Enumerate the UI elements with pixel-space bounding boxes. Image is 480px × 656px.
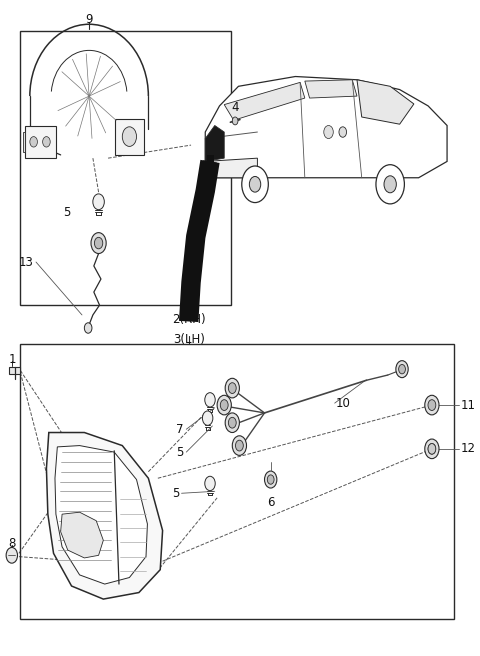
Circle shape xyxy=(339,127,347,137)
Circle shape xyxy=(428,443,436,454)
Circle shape xyxy=(425,439,439,459)
Text: 10: 10 xyxy=(336,397,350,409)
Circle shape xyxy=(428,443,436,454)
Circle shape xyxy=(95,237,103,249)
Bar xyxy=(20,344,454,619)
Circle shape xyxy=(217,396,231,415)
Polygon shape xyxy=(55,445,147,584)
Circle shape xyxy=(267,475,274,484)
Bar xyxy=(115,119,144,155)
Circle shape xyxy=(6,548,17,563)
Circle shape xyxy=(93,194,104,210)
Text: 13: 13 xyxy=(19,256,34,268)
Text: 8: 8 xyxy=(8,537,15,550)
Circle shape xyxy=(398,365,406,374)
Text: 1: 1 xyxy=(9,353,16,366)
Circle shape xyxy=(242,166,268,203)
Circle shape xyxy=(91,233,106,253)
Circle shape xyxy=(232,117,238,125)
Circle shape xyxy=(122,127,136,146)
Circle shape xyxy=(84,323,92,333)
Text: 11: 11 xyxy=(460,399,475,411)
Text: 6: 6 xyxy=(267,496,275,509)
Text: 5: 5 xyxy=(177,445,184,459)
Polygon shape xyxy=(205,158,257,178)
Text: 12: 12 xyxy=(460,442,475,455)
Circle shape xyxy=(249,176,261,192)
Text: 5: 5 xyxy=(172,487,179,500)
Text: 3(LH): 3(LH) xyxy=(173,333,204,346)
Bar xyxy=(9,367,20,374)
Bar xyxy=(23,132,25,152)
Circle shape xyxy=(30,136,37,147)
Text: 5: 5 xyxy=(63,206,70,219)
Circle shape xyxy=(205,476,215,491)
Polygon shape xyxy=(205,77,447,178)
Circle shape xyxy=(220,400,228,411)
Circle shape xyxy=(264,471,277,488)
Polygon shape xyxy=(357,80,414,124)
Circle shape xyxy=(203,411,213,425)
Circle shape xyxy=(376,165,404,204)
Circle shape xyxy=(396,361,408,378)
Circle shape xyxy=(232,436,247,455)
Text: 9: 9 xyxy=(85,13,93,26)
Circle shape xyxy=(225,379,240,398)
Circle shape xyxy=(428,400,436,411)
Circle shape xyxy=(225,413,240,432)
Polygon shape xyxy=(305,80,357,98)
Circle shape xyxy=(43,136,50,147)
Bar xyxy=(20,31,231,305)
Polygon shape xyxy=(47,432,163,599)
Circle shape xyxy=(228,417,236,428)
Circle shape xyxy=(228,382,236,394)
Polygon shape xyxy=(60,512,103,558)
Bar xyxy=(25,125,56,158)
Circle shape xyxy=(425,396,439,415)
Polygon shape xyxy=(224,83,305,120)
Text: 7: 7 xyxy=(177,422,184,436)
Circle shape xyxy=(324,125,333,138)
Text: 2(RH): 2(RH) xyxy=(172,313,205,326)
Circle shape xyxy=(384,176,396,193)
Polygon shape xyxy=(205,125,224,161)
Circle shape xyxy=(236,440,243,451)
Text: 4: 4 xyxy=(231,102,239,114)
Circle shape xyxy=(205,393,215,407)
